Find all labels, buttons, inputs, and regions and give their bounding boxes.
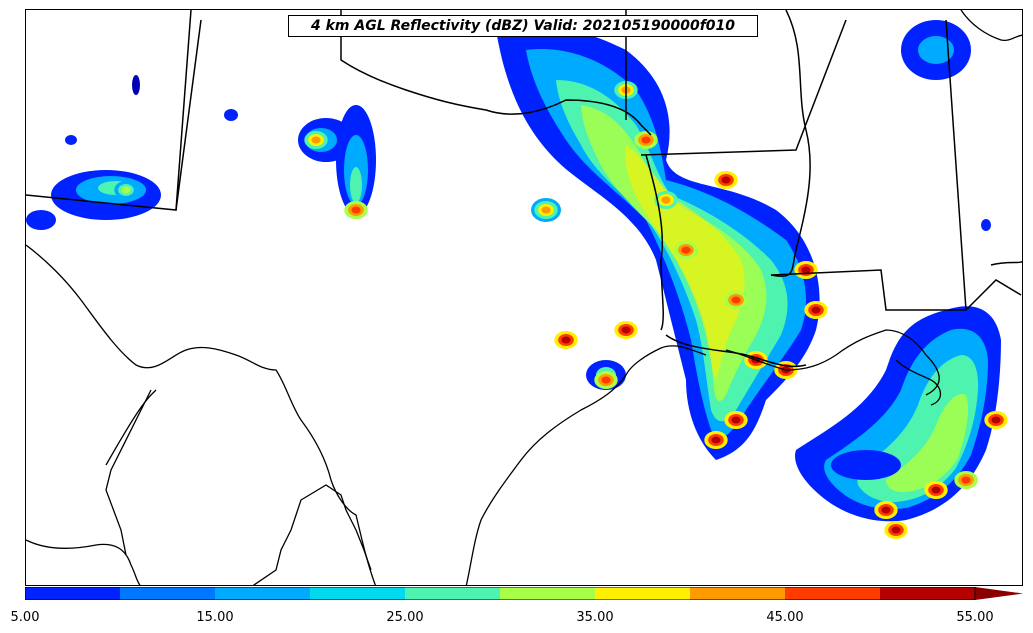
colorbar-swatch: [880, 587, 976, 600]
colorbar-tick-15: 15.00: [196, 610, 234, 625]
colorbar-tick-55: 55.00: [956, 610, 994, 625]
colorbar-swatch: [215, 587, 311, 600]
storm-cell: [621, 326, 631, 334]
coastline-and-borders: [26, 10, 1022, 585]
storm-cell: [891, 526, 901, 534]
storm-cell: [351, 206, 361, 214]
storm-cell: [541, 206, 551, 214]
reflectivity-map: [26, 10, 1022, 585]
colorbar-swatch: [120, 587, 216, 600]
colorbar-tick-5: 5.00: [10, 610, 40, 625]
colorbar-swatch: [310, 587, 406, 600]
storm-cell: [811, 306, 821, 314]
colorbar-extend-arrow: [975, 587, 1023, 600]
storm-cell: [121, 186, 131, 194]
colorbar-swatch: [785, 587, 881, 600]
intense-cells: [114, 81, 1008, 539]
colorbar-tick-25: 25.00: [386, 610, 424, 625]
colorbar-swatch: [595, 587, 691, 600]
colorbar-swatch: [500, 587, 596, 600]
storm-cell: [881, 506, 891, 514]
storm-cell: [681, 246, 691, 254]
storm-cell: [731, 296, 741, 304]
storm-cell: [641, 136, 651, 144]
storm-cell: [661, 196, 671, 204]
colorbar: [25, 587, 1023, 600]
radar-echo-scattered: [26, 20, 991, 480]
colorbar-swatch: [690, 587, 786, 600]
storm-cell: [601, 376, 611, 384]
colorbar-tick-45: 45.00: [766, 610, 804, 625]
storm-cell: [801, 266, 811, 274]
colorbar-swatch: [405, 587, 501, 600]
storm-cell: [311, 136, 321, 144]
state-borders: [26, 10, 1022, 367]
storm-cell: [961, 476, 971, 484]
radar-echo-main-band: [496, 26, 820, 460]
colorbar-tick-35: 35.00: [576, 610, 614, 625]
storm-cell: [991, 416, 1001, 424]
map-panel: [25, 9, 1023, 586]
storm-cell: [711, 436, 721, 444]
colorbar-swatch: [25, 587, 121, 600]
storm-cell: [561, 336, 571, 344]
storm-cell: [731, 416, 741, 424]
storm-cell: [931, 486, 941, 494]
storm-cell: [721, 176, 731, 184]
radar-echo-gulf-band: [795, 306, 1001, 522]
map-title: 4 km AGL Reflectivity (dBZ) Valid: 20210…: [288, 15, 758, 37]
